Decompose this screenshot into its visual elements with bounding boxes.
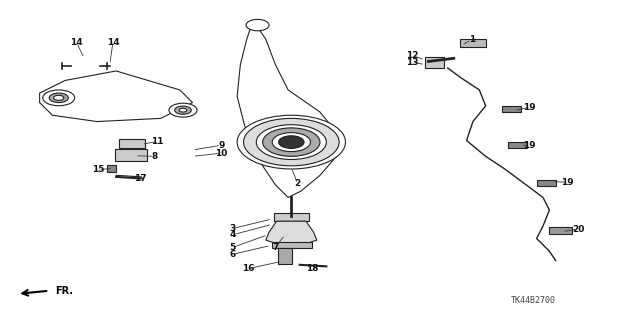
Text: 17: 17 [134, 174, 147, 183]
Text: 14: 14 [107, 38, 119, 47]
Circle shape [49, 93, 68, 103]
Bar [502, 106, 521, 112]
Text: 7: 7 [272, 243, 278, 252]
Text: 3: 3 [230, 224, 236, 233]
Text: FR.: FR. [56, 286, 74, 296]
Text: 15: 15 [92, 165, 104, 174]
Circle shape [237, 115, 346, 169]
Circle shape [43, 90, 75, 106]
Text: 10: 10 [215, 149, 227, 158]
Text: 13: 13 [406, 58, 419, 67]
Circle shape [246, 19, 269, 31]
Bar [272, 242, 312, 248]
Bar [278, 248, 292, 264]
Bar [460, 39, 486, 47]
Circle shape [179, 108, 187, 112]
Text: 14: 14 [70, 38, 83, 47]
Circle shape [272, 133, 310, 152]
Circle shape [244, 118, 339, 166]
Polygon shape [266, 221, 317, 245]
Text: 11: 11 [151, 137, 164, 146]
Circle shape [54, 95, 64, 100]
Text: 6: 6 [230, 250, 236, 259]
Text: 8: 8 [151, 152, 157, 161]
Text: 16: 16 [243, 264, 255, 273]
Text: 18: 18 [306, 264, 319, 273]
Circle shape [278, 136, 304, 148]
Circle shape [256, 125, 326, 160]
Text: 2: 2 [294, 179, 301, 188]
Bar [537, 180, 556, 186]
Text: 4: 4 [230, 230, 236, 239]
Bar [119, 139, 145, 148]
Text: 1: 1 [468, 35, 475, 44]
Text: 9: 9 [218, 141, 225, 150]
Bar [106, 165, 116, 172]
Text: 19: 19 [523, 141, 535, 150]
Text: 19: 19 [561, 178, 573, 187]
Bar [274, 213, 308, 221]
Circle shape [169, 103, 197, 117]
Bar [508, 142, 527, 148]
Text: 5: 5 [230, 243, 236, 252]
Text: 20: 20 [572, 225, 584, 234]
Bar [549, 227, 572, 234]
Text: 12: 12 [406, 51, 419, 60]
Text: 19: 19 [523, 103, 535, 112]
Circle shape [262, 128, 320, 156]
Bar [115, 149, 147, 161]
Circle shape [175, 106, 191, 114]
Text: TK44B2700: TK44B2700 [511, 296, 556, 305]
Bar [425, 57, 444, 68]
